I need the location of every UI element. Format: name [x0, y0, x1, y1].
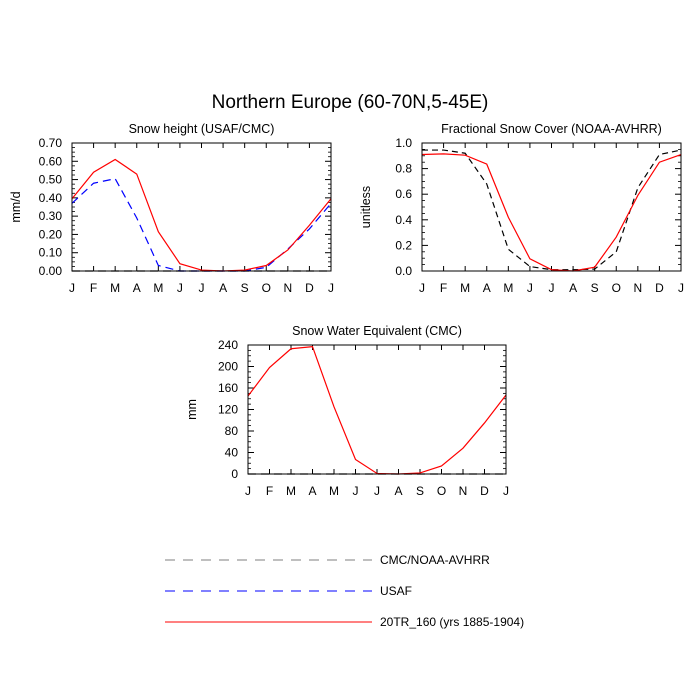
- x-tick-label: D: [480, 484, 489, 498]
- y-tick-label: 0.20: [39, 227, 63, 241]
- series-line-20tr-160: [247, 345, 507, 475]
- series-line-cmc-noaa-avhrr: [422, 149, 682, 271]
- x-tick-label: S: [591, 281, 599, 295]
- panel-title: Snow Water Equivalent (CMC): [292, 324, 462, 338]
- y-tick-label: 0.40: [39, 191, 63, 205]
- x-tick-label: A: [394, 484, 402, 498]
- legend-item: CMC/NOAA-AVHRR: [165, 553, 490, 567]
- y-tick-label: 240: [218, 338, 238, 352]
- y-tick-label: 0.4: [395, 213, 412, 227]
- x-tick-label: D: [305, 281, 314, 295]
- x-tick-label: M: [503, 281, 513, 295]
- series-line-usaf: [71, 177, 332, 272]
- y-tick-label: 200: [218, 360, 238, 374]
- y-tick-label: 0.60: [39, 154, 63, 168]
- x-tick-label: S: [241, 281, 249, 295]
- y-tick-label: 1.0: [395, 136, 412, 150]
- x-tick-label: M: [460, 281, 470, 295]
- x-tick-label: F: [440, 281, 447, 295]
- x-tick-label: A: [569, 281, 577, 295]
- x-tick-label: D: [655, 281, 664, 295]
- x-tick-label: N: [459, 484, 468, 498]
- x-tick-label: A: [308, 484, 316, 498]
- y-tick-label: 40: [225, 446, 239, 460]
- y-tick-label: 0.70: [39, 136, 63, 150]
- x-tick-label: J: [419, 281, 425, 295]
- legend-label: CMC/NOAA-AVHRR: [380, 553, 490, 567]
- x-tick-label: M: [153, 281, 163, 295]
- y-tick-label: 0.10: [39, 246, 63, 260]
- plot-frame: [71, 142, 332, 272]
- y-tick-label: 160: [218, 381, 238, 395]
- y-tick-label: 0.8: [395, 162, 412, 176]
- x-tick-label: M: [286, 484, 296, 498]
- panel-snow-height: Snow height (USAF/CMC)mm/dJ F M A M J J A S O N D J0…: [9, 122, 334, 295]
- y-tick-label: 0: [231, 467, 238, 481]
- x-tick-label: J: [678, 281, 684, 295]
- x-tick-label: A: [219, 281, 227, 295]
- y-tick-label: 0.0: [395, 264, 412, 278]
- y-axis-label: unitless: [359, 186, 373, 228]
- y-tick-label: 80: [225, 424, 239, 438]
- legend-item: 20TR_160 (yrs 1885-1904): [165, 615, 524, 629]
- x-tick-label: O: [437, 484, 446, 498]
- x-tick-label: J: [177, 281, 183, 295]
- series-line-20tr-160: [71, 158, 332, 272]
- y-tick-label: 0.00: [39, 264, 63, 278]
- x-tick-label: N: [633, 281, 642, 295]
- y-axis-label: mm: [185, 399, 199, 420]
- y-tick-label: 0.2: [395, 238, 412, 252]
- x-tick-label: J: [199, 281, 205, 295]
- legend: CMC/NOAA-AVHRR USAF 20TR_160 (yrs 1885-190…: [165, 553, 524, 629]
- x-tick-label: J: [374, 484, 380, 498]
- panel-title: Fractional Snow Cover (NOAA-AVHRR): [441, 122, 662, 136]
- x-tick-label: M: [329, 484, 339, 498]
- panel-snow-cover: Fractional Snow Cover (NOAA-AVHRR) unitle…: [359, 122, 684, 295]
- x-tick-label: F: [90, 281, 97, 295]
- x-tick-label: S: [416, 484, 424, 498]
- y-tick-label: 0.6: [395, 187, 412, 201]
- x-tick-label: J: [549, 281, 555, 295]
- x-tick-label: A: [483, 281, 491, 295]
- legend-label: USAF: [380, 584, 412, 598]
- x-tick-label: J: [69, 281, 75, 295]
- x-tick-label: J: [503, 484, 509, 498]
- x-tick-label: J: [353, 484, 359, 498]
- x-tick-label: J: [328, 281, 334, 295]
- x-tick-label: O: [612, 281, 621, 295]
- series-line-20tr-160: [421, 153, 682, 272]
- legend-item: USAF: [165, 584, 412, 598]
- plot-frame: [247, 344, 507, 475]
- x-tick-label: J: [245, 484, 251, 498]
- y-axis-label: mm/d: [9, 191, 23, 222]
- x-tick-label: M: [110, 281, 120, 295]
- panel-swe: Snow Water Equivalent (CMC)mmJ F M A M J J A S O N…: [185, 324, 509, 498]
- x-tick-label: F: [266, 484, 273, 498]
- y-tick-label: 120: [218, 403, 238, 417]
- x-tick-label: A: [133, 281, 141, 295]
- y-tick-label: 0.30: [39, 209, 63, 223]
- x-tick-label: O: [262, 281, 271, 295]
- x-tick-label: N: [283, 281, 292, 295]
- panels: Snow height (USAF/CMC)mm/dJ F M A M J J A S O N D J0…: [9, 122, 684, 498]
- x-tick-label: J: [527, 281, 533, 295]
- y-tick-label: 0.50: [39, 173, 63, 187]
- plot-frame: [421, 142, 682, 272]
- panel-title: Snow height (USAF/CMC): [129, 122, 275, 136]
- legend-label: 20TR_160 (yrs 1885-1904): [380, 615, 524, 629]
- figure-title: Northern Europe (60-70N,5-45E): [212, 92, 489, 113]
